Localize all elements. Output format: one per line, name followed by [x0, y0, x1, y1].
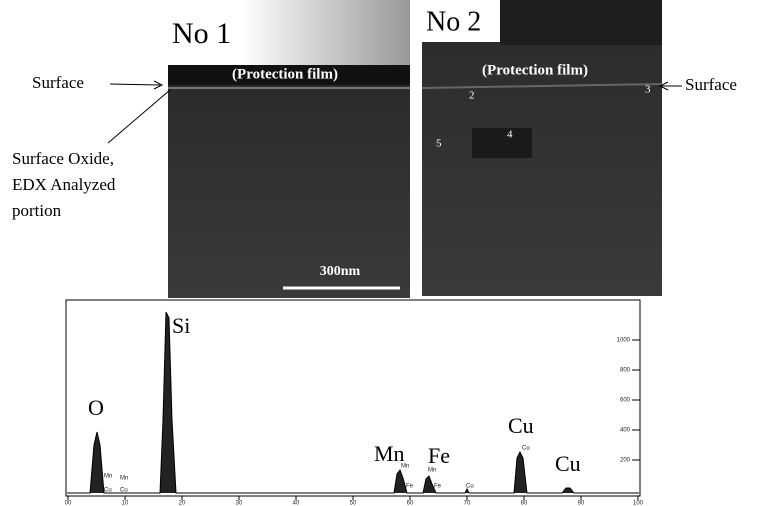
y-tick-label: 200	[620, 458, 631, 464]
peak-label: O	[88, 395, 104, 420]
x-tick-label: 90	[578, 501, 585, 506]
film-label: (Protection film)	[482, 62, 588, 78]
figure: No 1 (Protection film) 300nm No 2 (Prote…	[0, 0, 768, 506]
surface-label: Surface	[32, 73, 84, 92]
scale-label: 300nm	[320, 264, 361, 279]
small-label: Mn	[401, 464, 409, 470]
small-label: Fe	[406, 484, 414, 490]
x-tick-label: 20	[179, 501, 186, 506]
y-tick-label: 1000	[617, 338, 631, 344]
point-label: 2	[469, 90, 475, 102]
x-tick-label: 60	[407, 501, 414, 506]
small-label: Cu	[120, 488, 128, 494]
film-label: (Protection film)	[232, 66, 338, 82]
x-tick-label: 70	[464, 501, 471, 506]
x-tick-label: 40	[293, 501, 300, 506]
oxide-label: EDX Analyzed	[12, 175, 116, 194]
small-label: Mn	[120, 476, 128, 482]
peak-label: Cu	[555, 451, 581, 476]
x-tick-label: 80	[521, 501, 528, 506]
x-tick-label: 10	[122, 501, 129, 506]
small-label: Cu	[104, 488, 112, 494]
panel-label: No 2	[426, 6, 481, 37]
small-label: Cu	[466, 484, 474, 490]
x-tick-label: 00	[65, 501, 72, 506]
oxide-label: portion	[12, 201, 62, 220]
point-label: 5	[436, 138, 442, 150]
oxide-label: Surface Oxide,	[12, 149, 114, 168]
peak-label: Fe	[428, 443, 450, 468]
dark-region	[472, 128, 532, 158]
y-tick-label: 600	[620, 398, 631, 404]
x-ticks: 00 10 20 30 40 50 60 70 80 90 100	[65, 496, 644, 506]
panel-label: No 1	[172, 17, 231, 50]
panel-2: No 2 (Protection film) 2 3 4 5	[422, 0, 662, 296]
spectrum-frame	[66, 300, 640, 496]
small-label: Fe	[434, 484, 442, 490]
peak-label: Si	[172, 313, 190, 338]
x-tick-label: 30	[236, 501, 243, 506]
y-tick-label: 800	[620, 368, 631, 374]
small-label: Cu	[522, 446, 530, 452]
peak-label: Mn	[374, 441, 405, 466]
small-label: Si	[170, 482, 175, 488]
image	[168, 65, 410, 298]
point-label: 4	[507, 129, 513, 141]
peak-label: Cu	[508, 413, 534, 438]
small-label: Mn	[104, 474, 112, 480]
x-tick-label: 100	[633, 501, 644, 506]
x-tick-label: 50	[350, 501, 357, 506]
y-tick-label: 400	[620, 428, 631, 434]
surface-label: Surface	[685, 75, 737, 94]
small-label: Mn	[428, 468, 436, 474]
panel-1: No 1 (Protection film) 300nm	[168, 0, 410, 298]
image-top	[500, 0, 662, 45]
arrow	[108, 90, 170, 143]
arrow	[110, 84, 160, 85]
point-label: 3	[645, 84, 651, 96]
